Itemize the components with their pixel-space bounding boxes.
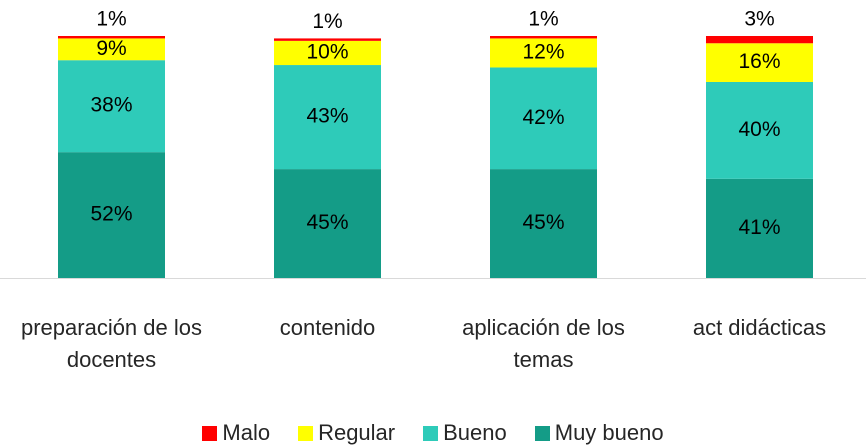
data-label: 40% [738,118,780,141]
bar-segment [706,178,813,278]
legend-swatch [534,425,550,441]
x-tick-label: preparación de los docentes [20,315,202,372]
x-tick-label: act didácticas [692,315,827,340]
bar-segment [490,38,597,68]
bar-segment [274,65,381,170]
bar-segment [58,36,165,39]
legend: Malo Regular Bueno Muy bueno [0,420,866,446]
x-tick-label: contenido [279,315,376,340]
legend-label: Malo [222,420,271,445]
bar-segment [274,169,381,278]
legend-label: Muy bueno [554,420,664,445]
bar-segment [490,67,597,170]
data-label: 9% [96,37,126,60]
data-label: 1% [528,8,558,31]
legend-label: Bueno [443,420,507,445]
data-label: 1% [96,8,126,31]
legend-item: Regular [298,420,395,446]
bar-segment [490,169,597,278]
legend-item: Bueno [423,420,507,446]
legend-item: Muy bueno [534,420,664,446]
x-tick-label: aplicación de los temas [462,315,625,372]
data-label: 45% [522,211,564,234]
bar-segment [58,38,165,61]
legend-item: Malo [202,420,270,446]
bar-segment [490,36,597,39]
data-label: 16% [738,50,780,73]
data-label: 45% [306,211,348,234]
data-label: 42% [522,106,564,129]
bar-segment [58,60,165,153]
bar-segment [706,36,813,44]
data-label: 3% [744,8,774,31]
data-label: 12% [522,40,564,63]
legend-swatch [202,425,218,441]
bar-segment [706,43,813,82]
legend-swatch [298,425,314,441]
data-label: 38% [90,94,132,117]
data-label: 10% [306,40,348,63]
bar-segment [274,38,381,41]
data-label: 41% [738,216,780,239]
bar-segment [706,81,813,179]
data-label: 52% [90,203,132,226]
legend-label: Regular [318,420,396,445]
data-label: 1% [312,10,342,33]
data-label: 43% [306,105,348,128]
bar-segment [58,152,165,278]
legend-swatch [423,425,439,441]
bar-segment [274,40,381,66]
